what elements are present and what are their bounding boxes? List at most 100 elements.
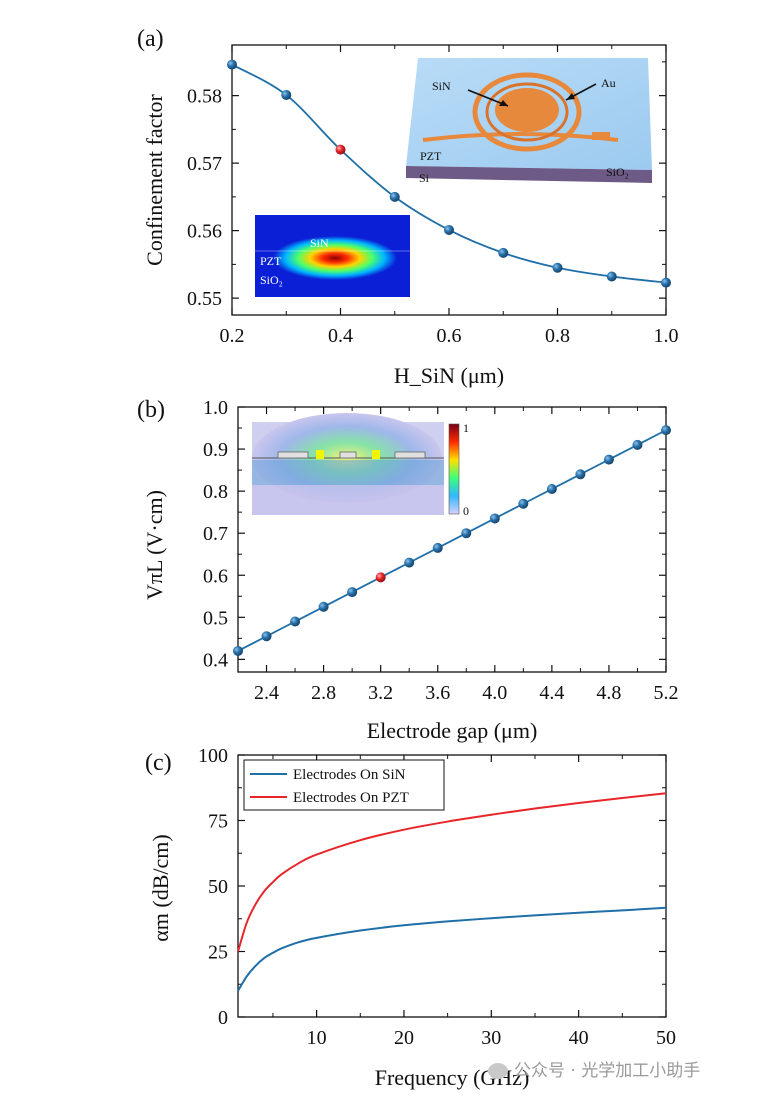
series-electrodes-on-pzt-line [237,792,667,952]
panel-a-x-tick-label: 1.0 [654,325,679,347]
colorbar-max-label: 1 [463,421,469,435]
panel-b-series-line [237,429,667,652]
data-point [489,513,500,524]
panel-b-y-axis-title: VπL (V·cm) [142,490,167,600]
data-point [575,469,586,480]
watermark-text: 公众号 · 光学加工小助手 [514,1061,701,1081]
watermark: 公众号 · 光学加工小助手 [488,1056,700,1081]
panel-c-label: (c) [145,750,172,776]
data-point [404,557,415,568]
panel-b-label: (b) [137,397,165,423]
mode-profile-label-sio2: SiO₂ [260,273,283,287]
device-label-sio2: SiO₂ [606,165,629,179]
panel-c-x-tick-labels: 10 20 30 40 50 [307,1027,676,1049]
panel-b-ticks [238,406,667,672]
mode-profile-inset: SiN PZT SiO₂ [255,215,410,297]
panel-c-y-tick-labels: 0 25 50 75 100 [198,745,228,1029]
device-label-si: Si [419,171,430,185]
panel-c-y-axis-title: αm (dB/cm) [148,834,173,941]
panel-b-x-tick-label: 4.0 [482,682,507,704]
panel-a-x-tick-label: 0.2 [220,325,245,347]
data-point [661,425,671,436]
mode-profile-field [273,236,397,280]
panel-b: (b) 2.4 2.8 3.2 3.6 4.0 4.4 4.8 5.2 0.4 … [137,397,679,743]
panel-b-x-tick-labels: 2.4 2.8 3.2 3.6 4.0 4.4 4.8 5.2 [254,682,678,704]
data-point [281,89,292,100]
data-point [606,271,617,282]
wechat-icon [488,1063,508,1079]
data-point [552,262,563,273]
legend-label-sin: Electrodes On SiN [293,767,406,783]
panel-b-y-tick-label: 0.4 [203,649,228,671]
panel-c-x-tick-label: 50 [656,1027,676,1049]
colorbar [448,423,460,515]
legend-box [243,759,445,811]
device-ring [495,88,559,132]
panel-a-x-tick-label: 0.6 [437,325,462,347]
panel-b-y-tick-label: 1.0 [203,397,228,419]
panel-c: (c) 10 20 30 40 50 0 25 50 75 100 Freque… [145,745,676,1090]
highlight-point [335,144,346,155]
data-point [233,645,243,656]
panel-a-y-tick-label: 0.56 [187,221,222,243]
legend: Electrodes On SiN Electrodes On PZT [243,759,445,811]
panel-b-points [233,425,671,656]
panel-c-y-tick-label: 50 [208,876,228,898]
panel-c-x-tick-label: 10 [307,1027,327,1049]
data-point [347,587,358,598]
data-point [498,247,509,258]
colorbar-min-label: 0 [463,504,469,518]
data-point [389,191,400,202]
data-point [444,224,454,235]
panel-b-x-tick-label: 2.8 [311,682,336,704]
data-point [290,616,301,627]
data-point [432,542,443,553]
panel-b-y-tick-label: 0.7 [203,523,228,545]
panel-b-y-tick-label: 0.6 [203,565,228,587]
panel-a-y-tick-labels: 0.55 0.56 0.57 0.58 [187,86,222,311]
panel-a-y-tick-label: 0.58 [187,86,222,108]
data-point [318,601,329,612]
panel-c-y-tick-label: 75 [208,811,228,833]
data-point [632,439,643,450]
panel-a-label: (a) [137,26,164,52]
panel-c-x-tick-label: 30 [481,1027,501,1049]
panel-b-y-tick-label: 0.5 [203,607,228,629]
panel-b-y-tick-label: 0.8 [203,481,228,503]
panel-a-ticks [231,45,667,315]
mode-profile-label-sin: SiN [310,236,329,250]
field-map-inset: 1 0 [252,413,469,518]
panel-c-y-tick-label: 100 [198,745,228,767]
panel-b-frame [237,406,667,673]
device-slab-side [406,166,652,183]
legend-label-pzt: Electrodes On PZT [293,790,409,806]
series-electrodes-on-sin-line [237,906,667,992]
panel-a-x-axis-title: H_SiN (μm) [394,363,504,388]
panel-a-y-tick-label: 0.55 [187,288,222,310]
panel-a-y-axis-title: Confinement factor [142,94,167,266]
device-label-sin: SiN [432,79,451,93]
panel-a-x-tick-label: 0.8 [545,325,570,347]
panel-c-x-tick-label: 40 [569,1027,589,1049]
device-label-au: Au [601,76,616,90]
device-label-pzt: PZT [420,149,442,163]
panel-b-x-tick-label: 4.8 [596,682,621,704]
panel-b-x-tick-label: 3.6 [425,682,450,704]
panel-b-x-tick-label: 5.2 [654,682,679,704]
mode-profile-label-pzt: PZT [260,254,282,268]
panel-a: (a) 0.2 0.4 0.6 0.8 1.0 0.55 0.56 0.57 0… [137,26,679,388]
panel-b-x-axis-title: Electrode gap (μm) [367,718,538,743]
highlight-point [375,572,386,583]
panel-b-y-tick-labels: 0.4 0.5 0.6 0.7 0.8 0.9 1.0 [203,397,228,671]
data-point [461,528,472,539]
panel-b-x-tick-label: 4.4 [539,682,564,704]
panel-a-y-tick-label: 0.57 [187,153,222,175]
panel-a-x-tick-labels: 0.2 0.4 0.6 0.8 1.0 [220,325,679,347]
panel-c-y-tick-label: 0 [218,1007,228,1029]
panel-c-y-tick-label: 25 [208,942,228,964]
data-point [518,498,529,509]
panel-c-x-tick-label: 20 [394,1027,414,1049]
data-point [546,484,557,495]
data-point [227,59,237,70]
